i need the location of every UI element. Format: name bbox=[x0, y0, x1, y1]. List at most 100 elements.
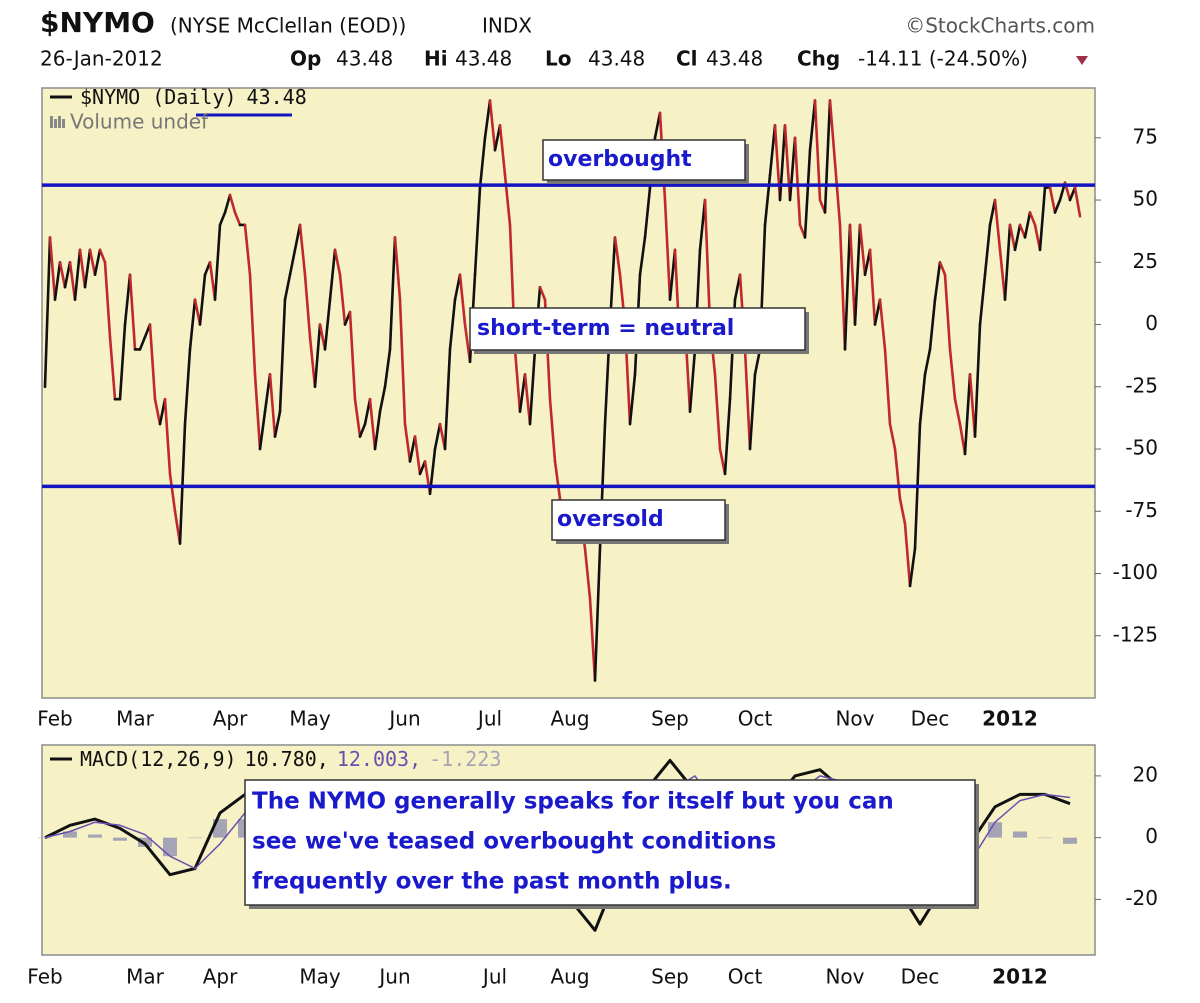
line-segment bbox=[83, 248, 92, 289]
line-segment bbox=[398, 298, 407, 426]
line-segment bbox=[938, 260, 947, 277]
annotation-box bbox=[244, 779, 976, 906]
quote-value: 43.48 bbox=[706, 47, 763, 71]
line-segment bbox=[963, 373, 972, 456]
line-segment bbox=[703, 198, 712, 326]
line-segment bbox=[148, 323, 157, 401]
line-segment bbox=[513, 348, 522, 413]
line-segment bbox=[218, 211, 227, 227]
line-segment bbox=[188, 298, 197, 351]
line-segment bbox=[358, 422, 367, 438]
line-segment bbox=[1073, 186, 1082, 218]
line-segment bbox=[523, 373, 532, 426]
line-segment bbox=[1013, 223, 1022, 252]
x-tick-label: Dec bbox=[911, 707, 950, 731]
line-segment bbox=[168, 472, 177, 513]
x-tick-label: Oct bbox=[728, 965, 763, 989]
line-segment bbox=[488, 99, 497, 152]
y-tick-label: 0 bbox=[1145, 311, 1158, 335]
line-segment bbox=[688, 348, 697, 413]
line-segment bbox=[178, 422, 187, 545]
line-segment bbox=[973, 323, 982, 438]
x-tick-label: Aug bbox=[550, 965, 589, 989]
line-segment bbox=[283, 273, 292, 301]
line-segment bbox=[233, 211, 242, 227]
line-segment bbox=[53, 260, 62, 301]
histogram-bar bbox=[188, 837, 202, 839]
line-segment bbox=[538, 285, 547, 301]
line-segment bbox=[473, 186, 482, 277]
line-segment bbox=[98, 248, 107, 264]
line-segment bbox=[498, 124, 507, 177]
line-segment bbox=[918, 373, 927, 426]
credit: ©StockCharts.com bbox=[905, 14, 1095, 38]
histogram-bar bbox=[88, 834, 102, 838]
line-segment bbox=[878, 298, 887, 351]
line-segment bbox=[78, 248, 87, 289]
line-segment bbox=[928, 298, 937, 351]
line-segment bbox=[253, 373, 262, 451]
line-segment bbox=[368, 397, 377, 451]
line-segment bbox=[843, 223, 852, 351]
y-tick-label: -125 bbox=[1113, 622, 1158, 646]
line-segment bbox=[898, 497, 907, 526]
reference-label: oversold bbox=[557, 507, 664, 532]
y-tick-label: -100 bbox=[1113, 560, 1158, 584]
legend: $NYMO (Daily) 43.48 bbox=[80, 85, 307, 109]
line-segment bbox=[548, 397, 557, 463]
volume-icon bbox=[58, 116, 61, 128]
line-segment bbox=[383, 348, 392, 389]
x-tick-label: May bbox=[299, 965, 341, 989]
x-tick-label: Apr bbox=[203, 965, 238, 989]
line-segment bbox=[588, 597, 597, 682]
x-tick-label: Jun bbox=[387, 707, 420, 731]
line-segment bbox=[1023, 211, 1032, 239]
line-segment bbox=[643, 186, 652, 239]
x-tick-label: Oct bbox=[738, 707, 773, 731]
x-tick-label: Mar bbox=[126, 965, 165, 989]
line-segment bbox=[123, 273, 132, 326]
line-segment bbox=[308, 335, 317, 389]
y-tick-label: 50 bbox=[1133, 187, 1158, 211]
x-tick-label: Mar bbox=[116, 707, 155, 731]
line-segment bbox=[483, 99, 492, 140]
line-segment bbox=[153, 397, 162, 426]
histogram-bar bbox=[1013, 831, 1027, 838]
annotation-box bbox=[469, 307, 806, 351]
change-arrow bbox=[1076, 56, 1088, 65]
y-tick-label: -25 bbox=[1125, 373, 1158, 397]
line-segment bbox=[993, 198, 1002, 252]
exchange: INDX bbox=[482, 14, 532, 38]
x-tick-label: Sep bbox=[651, 965, 689, 989]
line-segment bbox=[328, 248, 337, 301]
line-segment bbox=[948, 348, 957, 401]
line-segment bbox=[163, 397, 172, 476]
line-segment bbox=[313, 323, 322, 389]
histogram-bar bbox=[38, 837, 52, 839]
line-segment bbox=[373, 410, 382, 451]
line-segment bbox=[743, 348, 752, 451]
annotation: short-term = neutral bbox=[477, 316, 734, 341]
histogram-bar bbox=[1063, 837, 1077, 844]
histogram-bar bbox=[163, 837, 177, 857]
note-line: see we've teased overbought conditions bbox=[252, 829, 776, 855]
x-tick-label: Feb bbox=[37, 707, 72, 731]
quote-label: Cl bbox=[676, 47, 698, 71]
line-segment bbox=[408, 435, 417, 463]
line-segment bbox=[823, 99, 832, 214]
x-tick-label: Nov bbox=[825, 965, 864, 989]
line-segment bbox=[998, 248, 1007, 301]
line-segment bbox=[1038, 186, 1047, 252]
line-segment bbox=[353, 397, 362, 438]
line-segment bbox=[73, 248, 82, 301]
y-tick-label: -50 bbox=[1125, 436, 1158, 460]
line-segment bbox=[243, 223, 252, 277]
line-segment bbox=[638, 236, 647, 277]
annotation-box bbox=[551, 499, 726, 541]
note-line: frequently over the past month plus. bbox=[252, 869, 732, 895]
indicator-name: MACD(12,26,9) bbox=[80, 747, 237, 771]
line-segment bbox=[778, 124, 787, 202]
line-segment bbox=[273, 410, 282, 438]
line-segment bbox=[853, 223, 862, 326]
plot-area bbox=[41, 87, 1096, 699]
